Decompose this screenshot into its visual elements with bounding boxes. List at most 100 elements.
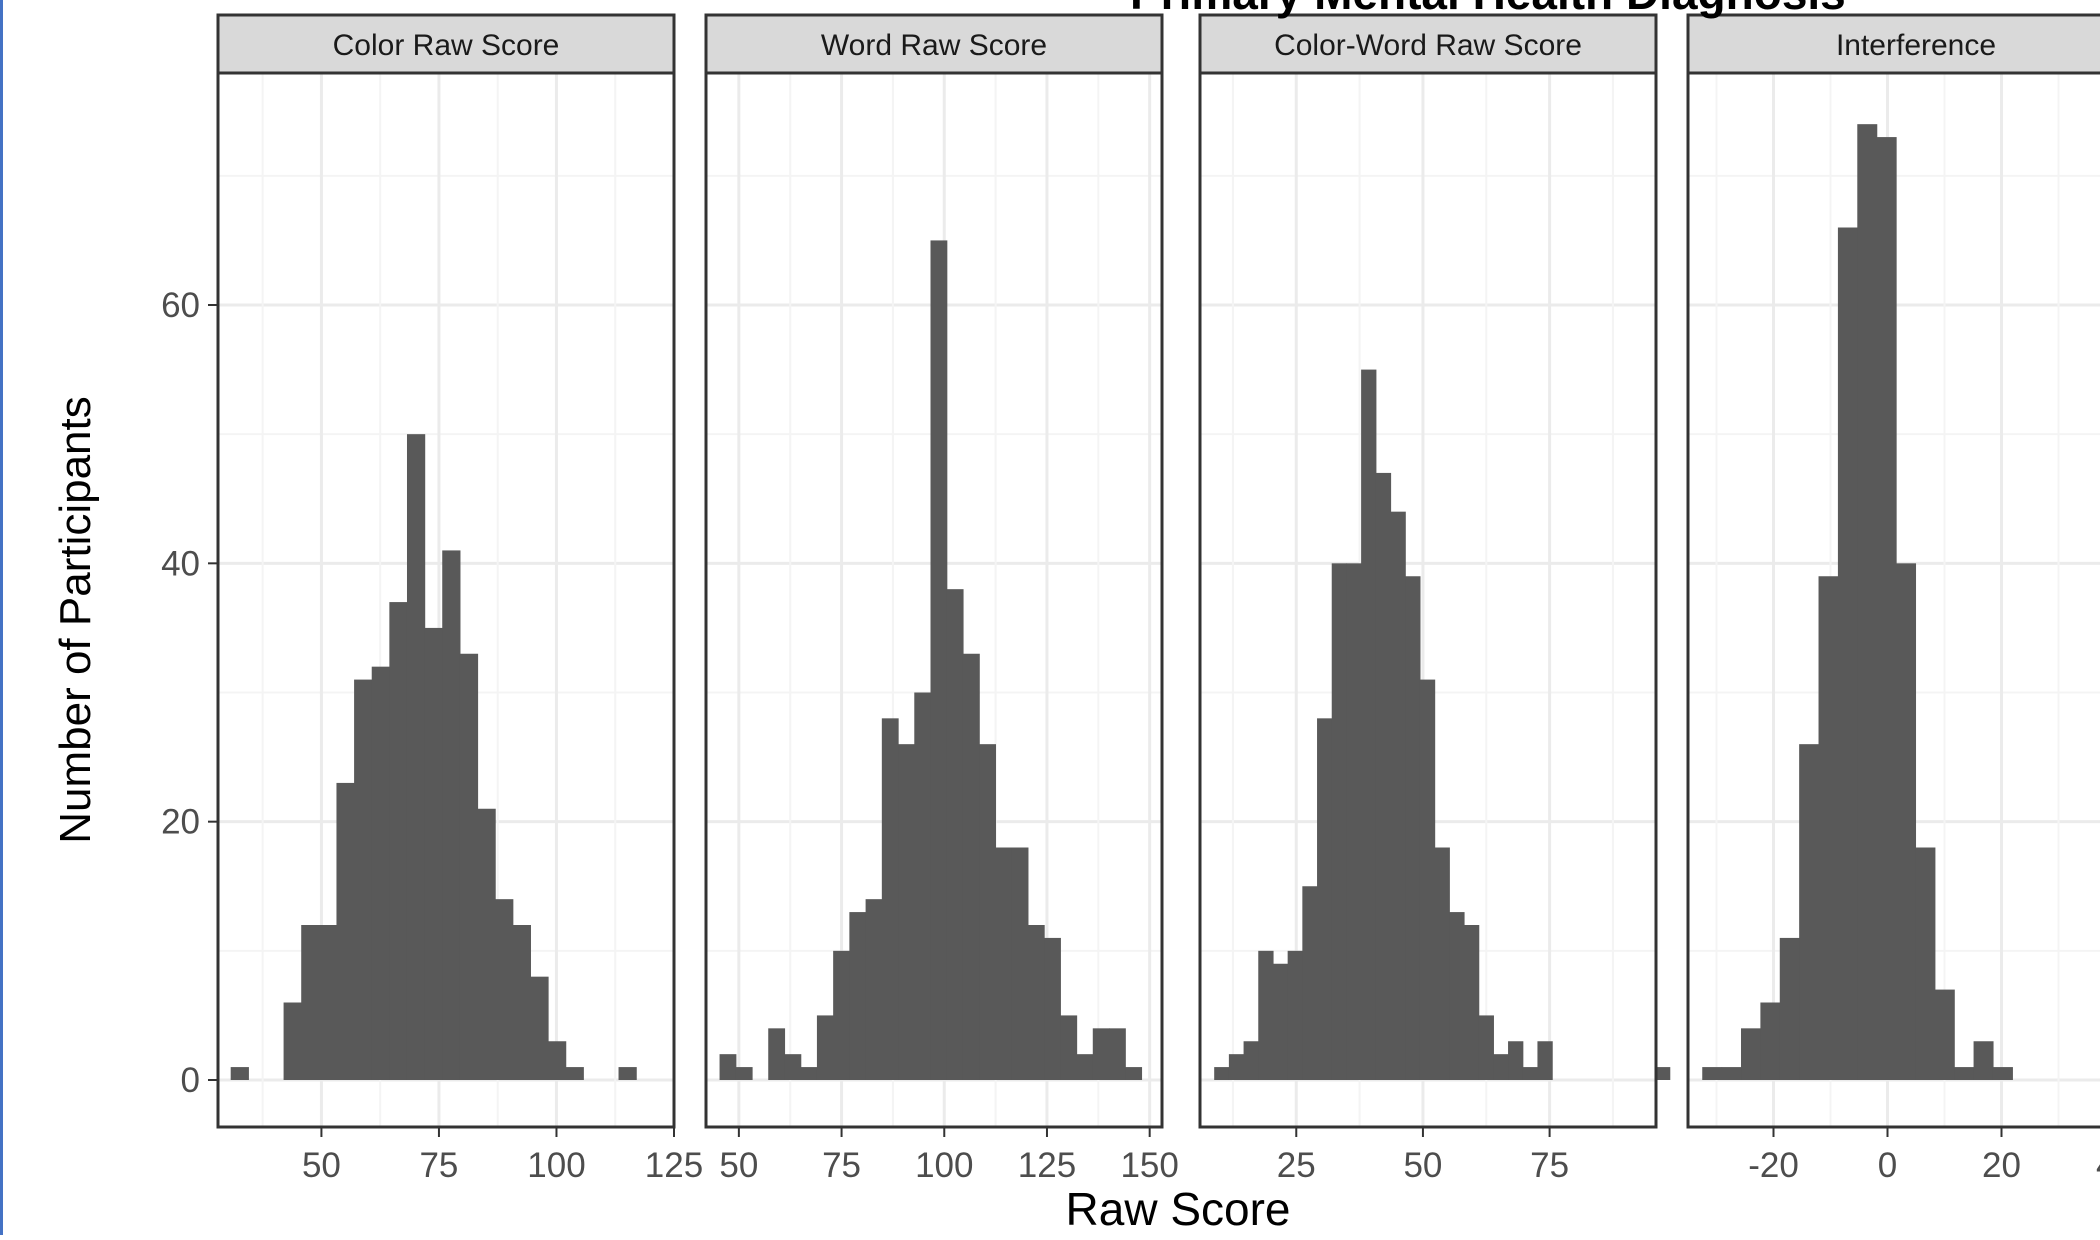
histogram-bar bbox=[1044, 937, 1061, 1080]
histogram-bar bbox=[301, 925, 320, 1080]
x-axis-title: Raw Score bbox=[1066, 1183, 1291, 1235]
x-tick-label: 75 bbox=[419, 1146, 458, 1185]
x-tick-label: 50 bbox=[1403, 1146, 1442, 1185]
histogram-bar bbox=[371, 666, 390, 1080]
histogram-bar bbox=[1092, 1028, 1110, 1080]
histogram-bar bbox=[962, 653, 980, 1080]
histogram-bar bbox=[1896, 563, 1917, 1080]
histogram-bar bbox=[548, 1041, 567, 1080]
histogram-bar bbox=[1109, 1028, 1126, 1080]
histogram-bar bbox=[898, 744, 915, 1080]
x-tick-label: 20 bbox=[1982, 1146, 2021, 1185]
histogram-bar bbox=[979, 744, 997, 1080]
x-tick-label: -20 bbox=[1748, 1146, 1799, 1185]
histogram-bar bbox=[442, 550, 461, 1080]
histogram-bar bbox=[1522, 1067, 1539, 1080]
histogram-bar bbox=[1876, 137, 1897, 1081]
histogram-bar bbox=[477, 808, 496, 1080]
histogram-bar bbox=[1721, 1067, 1742, 1080]
histogram-bar bbox=[1493, 1054, 1509, 1080]
histogram-bar bbox=[735, 1067, 753, 1080]
histogram-bar bbox=[406, 434, 426, 1081]
histogram-bar bbox=[816, 1015, 834, 1080]
figure-title-fragment: Primary Mental Health Diagnosis bbox=[1130, 0, 1846, 20]
histogram-bar bbox=[230, 1067, 249, 1080]
facet-strip-label: Interference bbox=[1836, 29, 1996, 62]
histogram-bar bbox=[1060, 1015, 1078, 1080]
histogram-bar bbox=[881, 718, 899, 1080]
histogram-bar bbox=[1478, 1015, 1494, 1080]
histogram-bar bbox=[914, 692, 932, 1080]
y-tick-label: 40 bbox=[161, 544, 200, 583]
histogram-bar bbox=[946, 589, 964, 1080]
histogram-bar bbox=[1125, 1067, 1143, 1080]
histogram-bar bbox=[930, 240, 948, 1080]
histogram-bar bbox=[1741, 1028, 1761, 1080]
histogram-bar bbox=[1992, 1067, 2013, 1080]
histogram-bar bbox=[495, 899, 514, 1080]
histogram-bar bbox=[833, 950, 850, 1080]
histogram-bar bbox=[1214, 1067, 1230, 1080]
histogram-bar bbox=[1361, 369, 1377, 1080]
histogram-bar bbox=[1243, 1041, 1259, 1080]
histogram-bar bbox=[1837, 227, 1858, 1080]
histogram-bar bbox=[1331, 563, 1348, 1080]
facet-strip bbox=[1686, 13, 2100, 75]
histogram-bar bbox=[424, 627, 443, 1080]
histogram-bar bbox=[1449, 912, 1465, 1080]
histogram-bar bbox=[1390, 511, 1406, 1081]
facet-panel-4: Interference -20 0 20 40 bbox=[1686, 13, 2100, 1185]
histogram-bar bbox=[1702, 1067, 1723, 1080]
facet-panel-2: Word Raw Score 50 75 100 125 150 bbox=[704, 13, 1179, 1185]
y-axis-title: Number of Participants bbox=[51, 396, 100, 844]
histogram-bar bbox=[1346, 563, 1362, 1080]
x-tick-label: 100 bbox=[527, 1146, 585, 1185]
histogram-bar bbox=[1287, 950, 1303, 1080]
histogram-bar bbox=[1915, 847, 1936, 1080]
histogram-bar bbox=[1973, 1041, 1994, 1080]
facet-strip bbox=[704, 13, 1164, 75]
histogram-bar bbox=[1027, 925, 1045, 1080]
histogram-bar bbox=[849, 912, 867, 1080]
histogram-bar bbox=[389, 602, 408, 1080]
window-edge-strip bbox=[0, 0, 8, 1235]
facet-strip-label: Word Raw Score bbox=[821, 29, 1047, 62]
x-tick-label: 25 bbox=[1277, 1146, 1316, 1185]
histogram-bar bbox=[1076, 1054, 1094, 1080]
histogram-bar bbox=[618, 1067, 637, 1080]
histogram-bar bbox=[719, 1054, 737, 1080]
facet-strip bbox=[1198, 13, 1658, 75]
histogram-bar bbox=[1258, 950, 1274, 1080]
x-tick-label: 100 bbox=[915, 1146, 973, 1185]
y-tick-label: 20 bbox=[161, 803, 200, 842]
histogram-bar bbox=[1228, 1054, 1245, 1080]
histogram-bar bbox=[1272, 963, 1289, 1080]
histogram-bar bbox=[318, 925, 338, 1080]
facet-panel-1: Color Raw Score 50 75 100 125 bbox=[216, 13, 703, 1185]
histogram-bar bbox=[1375, 472, 1392, 1081]
histogram-bar bbox=[784, 1054, 802, 1080]
histogram-bar bbox=[565, 1067, 584, 1080]
histogram-bar bbox=[354, 679, 373, 1080]
x-tick-label: 0 bbox=[1878, 1146, 1897, 1185]
histogram-bar bbox=[512, 925, 531, 1080]
y-tick-label: 60 bbox=[161, 286, 200, 325]
histogram-bar bbox=[1537, 1041, 1553, 1080]
x-tick-label: 75 bbox=[1530, 1146, 1569, 1185]
x-tick-label: 75 bbox=[822, 1146, 861, 1185]
histogram-bar bbox=[800, 1067, 818, 1080]
histogram-bar bbox=[768, 1028, 786, 1080]
x-tick-label: 50 bbox=[719, 1146, 758, 1185]
histogram-bar bbox=[1419, 679, 1436, 1080]
histogram-bar bbox=[1954, 1067, 1975, 1080]
histogram-bar bbox=[1654, 1067, 1671, 1080]
histogram-bar bbox=[1405, 576, 1421, 1080]
histogram-bar bbox=[1779, 937, 1800, 1080]
histogram-bar bbox=[1857, 124, 1878, 1080]
histogram-bar bbox=[459, 653, 479, 1080]
histogram-bar bbox=[1434, 847, 1450, 1080]
histogram-bar bbox=[1302, 886, 1318, 1080]
histogram-bar bbox=[1508, 1041, 1524, 1080]
facet-panel-3: Color-Word Raw Score 25 50 75 bbox=[1198, 13, 1671, 1185]
